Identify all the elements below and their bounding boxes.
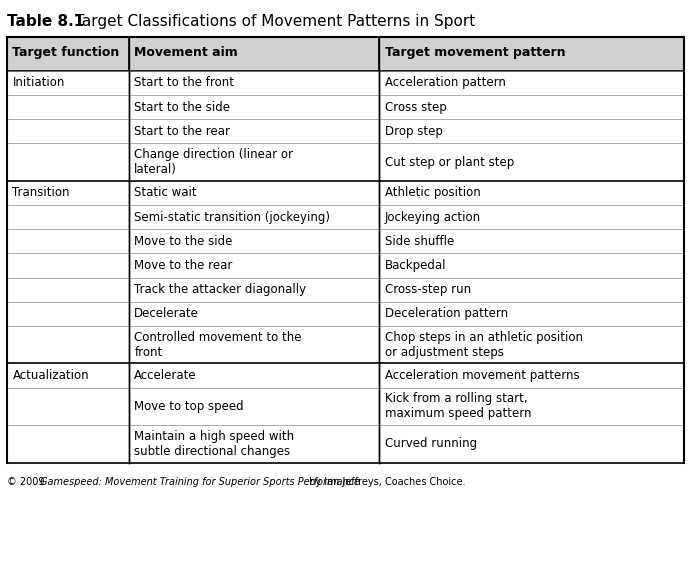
Text: Start to the front: Start to the front	[134, 77, 234, 89]
Text: Kick from a rolling start,
maximum speed pattern: Kick from a rolling start, maximum speed…	[385, 392, 531, 420]
Text: Acceleration pattern: Acceleration pattern	[385, 77, 506, 89]
Text: Controlled movement to the
front: Controlled movement to the front	[134, 331, 302, 359]
Text: Cross-step run: Cross-step run	[385, 283, 471, 296]
Text: Deceleration pattern: Deceleration pattern	[385, 308, 508, 320]
Text: Move to the side: Move to the side	[134, 235, 233, 248]
Text: Accelerate: Accelerate	[134, 369, 197, 382]
Text: Athletic position: Athletic position	[385, 187, 481, 199]
Text: Move to top speed: Move to top speed	[134, 400, 244, 413]
Text: Move to the rear: Move to the rear	[134, 259, 233, 272]
Text: Start to the rear: Start to the rear	[134, 125, 230, 138]
Text: Maintain a high speed with
subtle directional changes: Maintain a high speed with subtle direct…	[134, 430, 294, 458]
Text: Transition: Transition	[12, 187, 70, 199]
Text: Backpedal: Backpedal	[385, 259, 446, 272]
Text: by Ian Jeffreys, Coaches Choice.: by Ian Jeffreys, Coaches Choice.	[306, 477, 466, 487]
Text: Target function: Target function	[12, 46, 120, 59]
Text: Chop steps in an athletic position
or adjustment steps: Chop steps in an athletic position or ad…	[385, 331, 583, 359]
Text: Movement aim: Movement aim	[134, 46, 238, 59]
Text: Target Classifications of Movement Patterns in Sport: Target Classifications of Movement Patte…	[75, 14, 475, 29]
Text: Curved running: Curved running	[385, 437, 477, 450]
Text: Jockeying action: Jockeying action	[385, 211, 481, 223]
Text: © 2009: © 2009	[7, 477, 48, 487]
Text: Change direction (linear or
lateral): Change direction (linear or lateral)	[134, 148, 294, 176]
Text: Initiation: Initiation	[12, 77, 65, 89]
Text: Gamespeed: Movement Training for Superior Sports Performance: Gamespeed: Movement Training for Superio…	[40, 477, 360, 487]
Text: Start to the side: Start to the side	[134, 101, 230, 113]
Text: Drop step: Drop step	[385, 125, 443, 138]
Text: Static wait: Static wait	[134, 187, 197, 199]
Text: Side shuffle: Side shuffle	[385, 235, 454, 248]
Text: Target movement pattern: Target movement pattern	[385, 46, 565, 59]
Text: Cut step or plant step: Cut step or plant step	[385, 156, 514, 169]
Text: Cross step: Cross step	[385, 101, 446, 113]
Text: Track the attacker diagonally: Track the attacker diagonally	[134, 283, 306, 296]
Text: Decelerate: Decelerate	[134, 308, 199, 320]
Text: Table 8.1: Table 8.1	[7, 14, 84, 29]
Text: Semi-static transition (jockeying): Semi-static transition (jockeying)	[134, 211, 330, 223]
Text: Acceleration movement patterns: Acceleration movement patterns	[385, 369, 580, 382]
Text: Actualization: Actualization	[12, 369, 89, 382]
